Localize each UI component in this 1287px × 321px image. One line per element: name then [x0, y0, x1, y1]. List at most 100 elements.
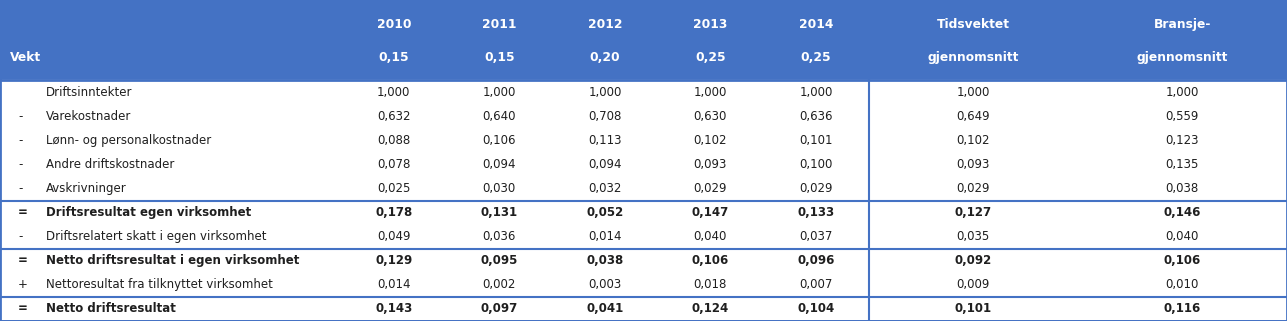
Bar — [0, 0, 1287, 80]
Text: 0,133: 0,133 — [798, 206, 834, 219]
Text: 0,035: 0,035 — [956, 230, 990, 243]
Text: Vekt: Vekt — [10, 51, 41, 64]
Text: 0,25: 0,25 — [695, 51, 726, 64]
Text: 0,078: 0,078 — [377, 158, 411, 171]
Text: 0,146: 0,146 — [1163, 206, 1201, 219]
Text: 2013: 2013 — [694, 18, 727, 30]
Text: 0,129: 0,129 — [376, 254, 412, 267]
Text: 1,000: 1,000 — [588, 86, 622, 99]
Text: 0,036: 0,036 — [483, 230, 516, 243]
Text: 0,100: 0,100 — [799, 158, 833, 171]
Text: Nettoresultat fra tilknyttet virksomhet: Nettoresultat fra tilknyttet virksomhet — [46, 278, 273, 291]
Text: Andre driftskostnader: Andre driftskostnader — [46, 158, 175, 171]
Text: 0,106: 0,106 — [692, 254, 728, 267]
Text: 0,094: 0,094 — [483, 158, 516, 171]
Text: 0,116: 0,116 — [1163, 302, 1201, 316]
Text: Netto driftsresultat i egen virksomhet: Netto driftsresultat i egen virksomhet — [46, 254, 300, 267]
Text: 1,000: 1,000 — [694, 86, 727, 99]
Text: 0,630: 0,630 — [694, 110, 727, 123]
Bar — [0, 249, 1287, 273]
Text: 0,632: 0,632 — [377, 110, 411, 123]
Text: 0,049: 0,049 — [377, 230, 411, 243]
Text: 0,094: 0,094 — [588, 158, 622, 171]
Text: 0,097: 0,097 — [481, 302, 517, 316]
Bar — [0, 104, 1287, 128]
Text: Netto driftsresultat: Netto driftsresultat — [46, 302, 176, 316]
Bar — [0, 297, 1287, 321]
Text: 0,032: 0,032 — [588, 182, 622, 195]
Bar — [0, 177, 1287, 201]
Text: 0,093: 0,093 — [694, 158, 727, 171]
Text: 0,010: 0,010 — [1166, 278, 1198, 291]
Text: 2010: 2010 — [377, 18, 411, 30]
Text: =: = — [18, 302, 28, 316]
Text: 0,018: 0,018 — [694, 278, 727, 291]
Text: 0,649: 0,649 — [956, 110, 990, 123]
Text: 0,052: 0,052 — [587, 206, 623, 219]
Text: 0,25: 0,25 — [801, 51, 831, 64]
Text: Tidsvektet: Tidsvektet — [937, 18, 1009, 30]
Text: 0,20: 0,20 — [589, 51, 620, 64]
Text: 2012: 2012 — [588, 18, 622, 30]
Text: 0,029: 0,029 — [799, 182, 833, 195]
Text: 0,102: 0,102 — [956, 134, 990, 147]
Text: 0,15: 0,15 — [378, 51, 409, 64]
Text: +: + — [18, 278, 28, 291]
Text: -: - — [18, 134, 22, 147]
Text: gjennomsnitt: gjennomsnitt — [1136, 51, 1228, 64]
Text: 0,101: 0,101 — [955, 302, 991, 316]
Text: =: = — [18, 254, 28, 267]
Bar — [0, 225, 1287, 249]
Text: 0,102: 0,102 — [694, 134, 727, 147]
Text: 0,041: 0,041 — [587, 302, 623, 316]
Text: 2011: 2011 — [483, 18, 516, 30]
Text: 0,007: 0,007 — [799, 278, 833, 291]
Text: Avskrivninger: Avskrivninger — [46, 182, 127, 195]
Text: -: - — [18, 110, 22, 123]
Text: 0,106: 0,106 — [1163, 254, 1201, 267]
Text: 0,127: 0,127 — [955, 206, 991, 219]
Text: 0,014: 0,014 — [588, 230, 622, 243]
Text: 1,000: 1,000 — [377, 86, 411, 99]
Text: 0,003: 0,003 — [588, 278, 622, 291]
Text: 0,135: 0,135 — [1166, 158, 1198, 171]
Text: 0,15: 0,15 — [484, 51, 515, 64]
Bar — [0, 80, 1287, 104]
Text: gjennomsnitt: gjennomsnitt — [928, 51, 1018, 64]
Text: 0,040: 0,040 — [694, 230, 727, 243]
Text: -: - — [18, 230, 22, 243]
Text: 2014: 2014 — [799, 18, 833, 30]
Text: 0,095: 0,095 — [480, 254, 519, 267]
Bar — [0, 273, 1287, 297]
Text: 0,093: 0,093 — [956, 158, 990, 171]
Text: 1,000: 1,000 — [483, 86, 516, 99]
Text: 1,000: 1,000 — [956, 86, 990, 99]
Text: -: - — [18, 158, 22, 171]
Text: 0,030: 0,030 — [483, 182, 516, 195]
Text: Bransje-: Bransje- — [1153, 18, 1211, 30]
Text: 0,092: 0,092 — [955, 254, 991, 267]
Text: Driftsresultat egen virksomhet: Driftsresultat egen virksomhet — [46, 206, 251, 219]
Text: Driftsinntekter: Driftsinntekter — [46, 86, 133, 99]
Text: 0,038: 0,038 — [587, 254, 623, 267]
Text: 0,088: 0,088 — [377, 134, 411, 147]
Text: =: = — [18, 206, 28, 219]
Text: Driftsrelatert skatt i egen virksomhet: Driftsrelatert skatt i egen virksomhet — [46, 230, 266, 243]
Text: 0,009: 0,009 — [956, 278, 990, 291]
Text: 0,143: 0,143 — [376, 302, 412, 316]
Text: 0,708: 0,708 — [588, 110, 622, 123]
Text: 0,113: 0,113 — [588, 134, 622, 147]
Text: 0,178: 0,178 — [376, 206, 412, 219]
Text: 0,106: 0,106 — [483, 134, 516, 147]
Text: Varekostnader: Varekostnader — [46, 110, 131, 123]
Text: 0,038: 0,038 — [1166, 182, 1198, 195]
Text: -: - — [18, 182, 22, 195]
Text: Lønn- og personalkostnader: Lønn- og personalkostnader — [46, 134, 211, 147]
Text: 0,559: 0,559 — [1166, 110, 1198, 123]
Text: 0,096: 0,096 — [797, 254, 835, 267]
Text: 0,025: 0,025 — [377, 182, 411, 195]
Text: 0,124: 0,124 — [692, 302, 728, 316]
Text: 0,131: 0,131 — [481, 206, 517, 219]
Text: 0,029: 0,029 — [956, 182, 990, 195]
Text: 0,037: 0,037 — [799, 230, 833, 243]
